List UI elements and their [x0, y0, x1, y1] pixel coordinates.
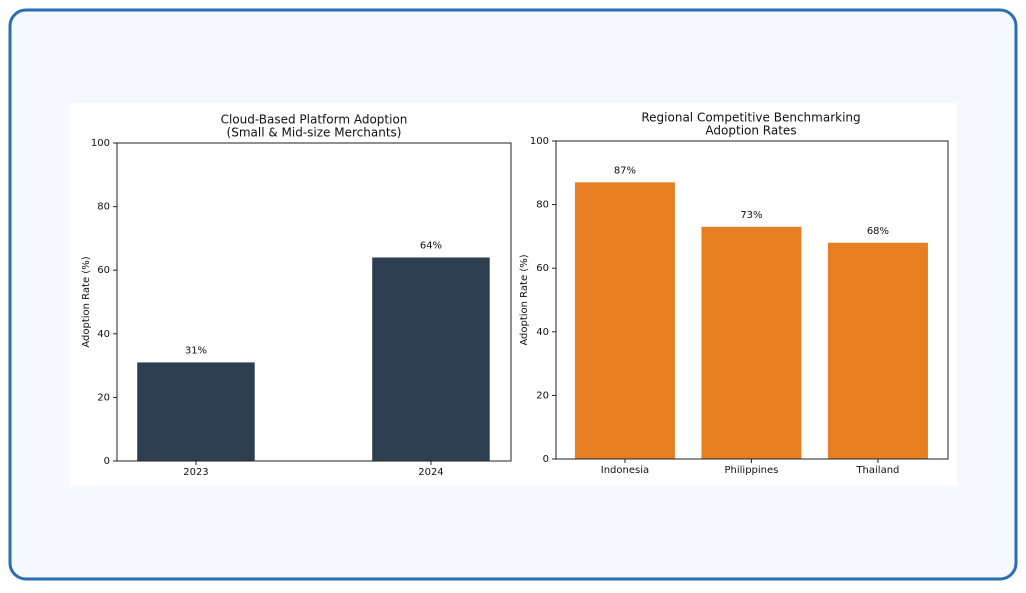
value-label: 73% [740, 210, 762, 221]
y-tick-label: 100 [91, 138, 110, 149]
value-label: 64% [420, 240, 442, 251]
chart-title: Cloud-Based Platform Adoption [221, 113, 408, 127]
chart-title: Regional Competitive Benchmarking [641, 111, 860, 125]
bar [372, 257, 490, 461]
y-tick-label: 0 [104, 456, 110, 467]
y-tick-label: 40 [97, 329, 110, 340]
value-label: 31% [185, 345, 207, 356]
chart-subtitle: (Small & Mid-size Merchants) [227, 126, 402, 140]
x-tick-label: 2023 [183, 467, 208, 478]
axes-frame [116, 142, 512, 462]
y-tick-label: 40 [536, 327, 549, 338]
bar [827, 242, 928, 459]
x-tick-label: 2024 [418, 467, 443, 478]
value-label: 68% [867, 226, 889, 237]
y-tick-label: 100 [530, 136, 549, 147]
bar [574, 182, 675, 459]
y-axis-label: Adoption Rate (%) [519, 254, 530, 345]
bar [137, 362, 255, 461]
x-tick-label: Indonesia [601, 465, 649, 476]
chart-subtitle: Adoption Rates [705, 124, 796, 138]
y-axis-label: Adoption Rate (%) [81, 256, 92, 347]
y-tick-label: 80 [536, 200, 549, 211]
y-tick-label: 0 [543, 454, 549, 465]
bar [701, 226, 802, 459]
y-tick-label: 80 [97, 202, 110, 213]
value-label: 87% [614, 165, 636, 176]
y-tick-label: 60 [536, 263, 549, 274]
y-tick-label: 20 [536, 390, 549, 401]
x-tick-label: Philippines [724, 465, 778, 476]
x-tick-label: Thailand [855, 465, 899, 476]
y-tick-label: 20 [97, 392, 110, 403]
y-tick-label: 60 [97, 265, 110, 276]
axes-frame [555, 140, 949, 460]
